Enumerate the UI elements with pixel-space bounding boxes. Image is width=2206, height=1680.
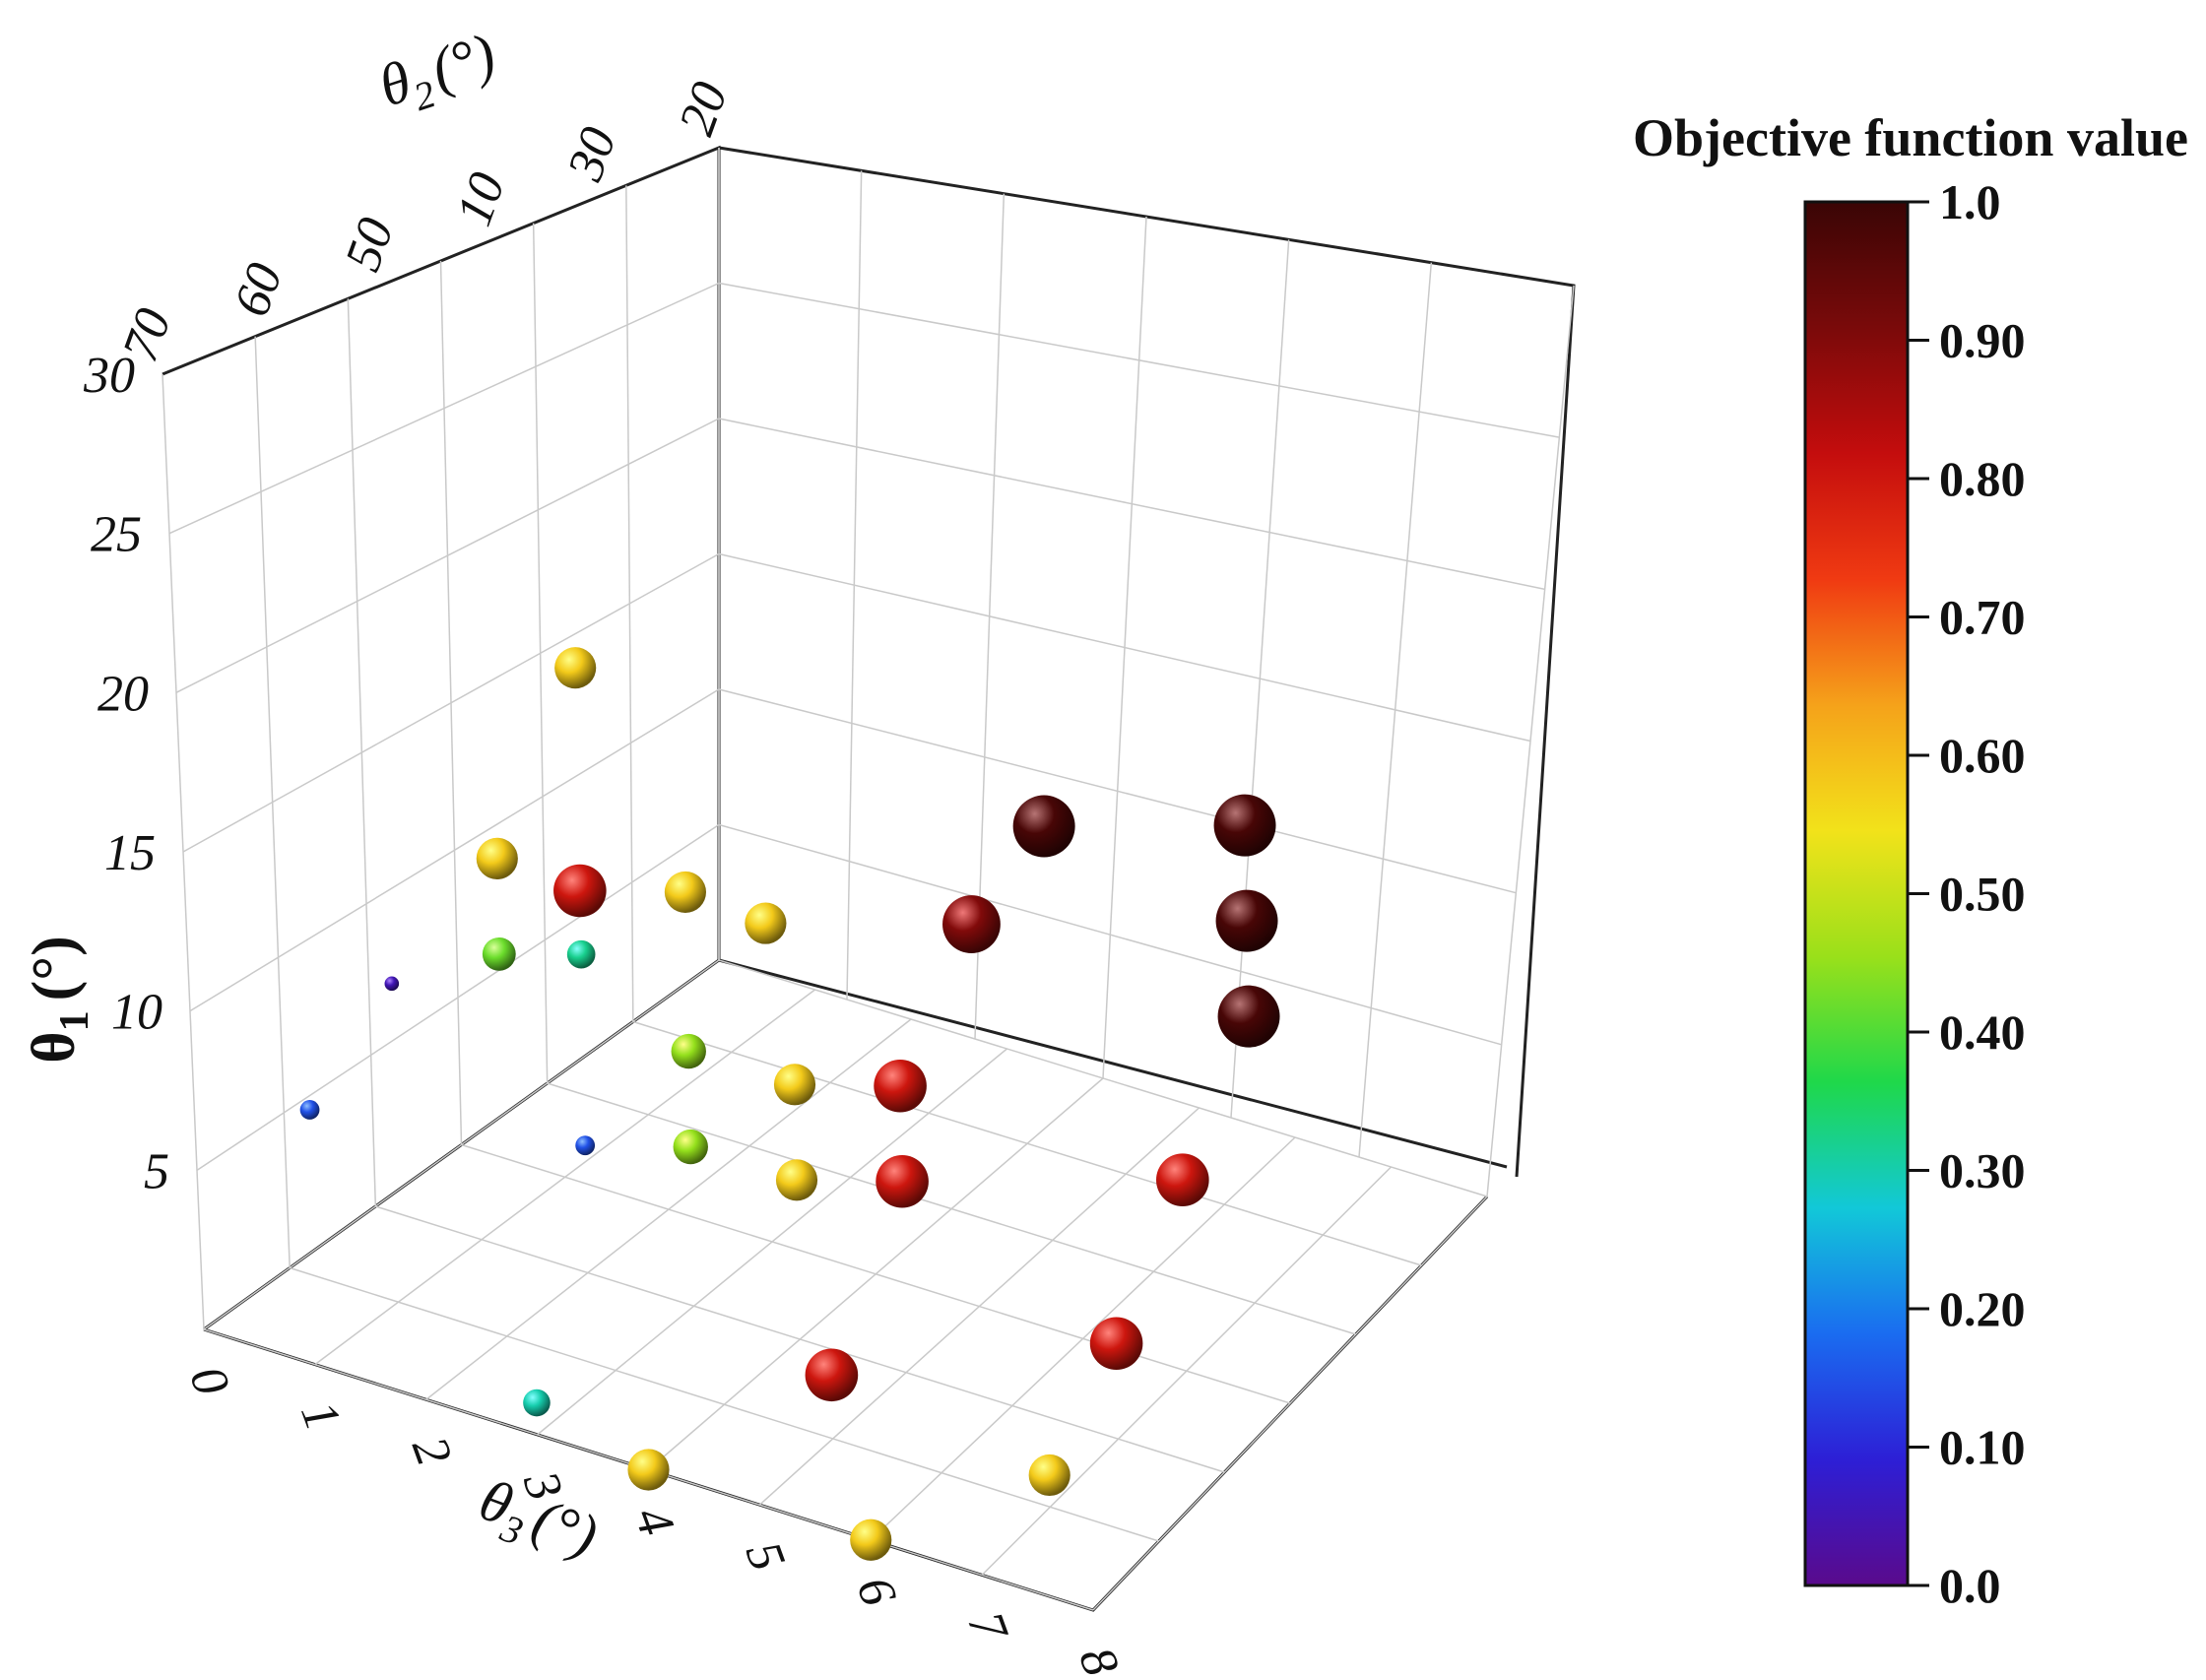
svg-text:θ1(°): θ1 (°)	[21, 936, 97, 1063]
data-point	[1156, 1153, 1209, 1206]
theta3-tick-label: 2	[401, 1430, 462, 1473]
theta3-tick-label: 7	[956, 1605, 1018, 1650]
theta2-tick-label: 60	[224, 256, 293, 323]
colorbar-tick-label: 0.30	[1939, 1143, 2026, 1198]
colorbar-gradient	[1803, 200, 1910, 1587]
data-point	[1089, 1317, 1143, 1371]
theta3-tick-label: 5	[735, 1535, 796, 1579]
colorbar-tick-label: 0.60	[1939, 728, 2026, 783]
theta3-tick-label: 4	[623, 1500, 684, 1543]
colorbar-tick-label: 0.80	[1939, 451, 2026, 506]
colorbar-tick-label: 0.40	[1939, 1004, 2026, 1060]
theta1-tick-label: 25	[91, 507, 142, 563]
theta1-label-symbol: θ	[21, 1031, 88, 1063]
theta3-tick-label: 6	[846, 1570, 907, 1613]
theta1-label-subscript: 1	[52, 1010, 97, 1031]
theta1-tick-label: 10	[111, 985, 162, 1041]
data-point	[1012, 795, 1075, 858]
right-wall-vertical-gridline	[846, 170, 863, 1001]
data-point	[476, 837, 518, 879]
theta2-tick-label: 30	[556, 120, 627, 188]
colorbar-tick-label: 0.20	[1939, 1281, 2026, 1336]
colorbar-tick-label: 0.10	[1939, 1420, 2026, 1475]
data-point	[384, 976, 400, 992]
floor-gridline-theta2	[461, 1143, 1291, 1404]
data-point	[554, 647, 597, 689]
theta2-label-unit: (°)	[423, 21, 503, 102]
colorbar-tick-label: 0.70	[1939, 590, 2026, 645]
data-point	[671, 1033, 706, 1069]
theta1-axis-label: θ1 (°)	[21, 936, 97, 1063]
back-wall-horizontal-gridline	[168, 282, 720, 535]
floor-back-edge	[718, 958, 1508, 1169]
colorbar-tick-label: 1.0	[1939, 174, 2001, 229]
theta2-tick-label: 20	[669, 75, 739, 142]
theta3-tick-label: 0	[178, 1359, 239, 1402]
right-wall-vertical-gridline	[1102, 216, 1147, 1079]
floor-gridline-theta2	[375, 1205, 1225, 1473]
theta1-tick-label: 20	[97, 666, 149, 722]
data-point	[664, 871, 706, 913]
theta2-tick-label: 50	[335, 211, 405, 278]
back-wall-horizontal-gridline	[189, 688, 720, 1012]
data-point	[773, 1064, 816, 1106]
data-point	[942, 895, 1001, 953]
colorbar-tick-label: 0.50	[1939, 867, 2026, 922]
back-wall-outline	[162, 145, 721, 1331]
theta2-tick-label: 10	[446, 165, 516, 232]
data-point	[553, 864, 607, 918]
right-wall-vertical-gridline	[1230, 239, 1290, 1119]
back-wall-horizontal-gridline	[182, 552, 720, 853]
theta1-tick-label: 30	[83, 348, 135, 404]
data-point	[1215, 889, 1278, 952]
data-point	[876, 1154, 929, 1208]
colorbar-ticks: 1.0 0.90 0.80 0.70 0.60 0.50 0.40 0.30 0.20 0.10 0…	[1908, 174, 2026, 1613]
right-wall-vertical-gridline	[1358, 262, 1433, 1158]
floor-gridline-theta2	[547, 1082, 1356, 1335]
data-points	[299, 647, 1280, 1561]
right-wall-vertical-gridline	[1486, 285, 1575, 1197]
data-point	[850, 1518, 892, 1561]
colorbar-tick-label: 0.90	[1939, 313, 2026, 368]
floor-outline	[203, 1195, 1489, 1612]
svg-text:θ2(°): θ2(°)	[371, 21, 506, 128]
data-point	[299, 1100, 320, 1120]
data-point	[1028, 1454, 1071, 1497]
back-wall-horizontal-gridline	[196, 823, 720, 1171]
right-wall-outline	[718, 146, 1576, 1178]
data-point	[482, 937, 516, 971]
colorbar-tick-label: 0.0	[1939, 1558, 2001, 1613]
floor-gridline-theta2	[289, 1266, 1159, 1542]
data-point	[775, 1159, 818, 1201]
theta1-tick-label: 15	[104, 825, 156, 881]
theta1-tick-label: 5	[144, 1143, 169, 1199]
data-point	[627, 1449, 670, 1491]
theta3-tick-label: 1	[290, 1394, 351, 1438]
data-point	[874, 1059, 927, 1113]
data-point	[523, 1389, 551, 1417]
data-point	[566, 939, 596, 969]
data-point	[805, 1348, 859, 1402]
theta3-tick-label: 8	[1068, 1640, 1129, 1680]
back-wall-horizontal-gridline	[175, 418, 720, 694]
theta2-axis-label: θ2(°)	[371, 21, 506, 128]
chart-grid	[162, 148, 1575, 1611]
data-point	[673, 1129, 708, 1165]
colorbar-title: Objective function value	[1633, 108, 2188, 167]
floor-gridline-theta2	[632, 1020, 1422, 1266]
chart-frame	[162, 145, 1576, 1612]
data-point	[745, 902, 787, 944]
data-point	[575, 1135, 596, 1156]
colorbar: Objective function value 1.0 0.90 0.80 0.70…	[1633, 108, 2188, 1613]
data-point	[1213, 794, 1276, 857]
data-point	[1217, 985, 1280, 1048]
theta1-label-unit: (°)	[21, 936, 88, 1001]
